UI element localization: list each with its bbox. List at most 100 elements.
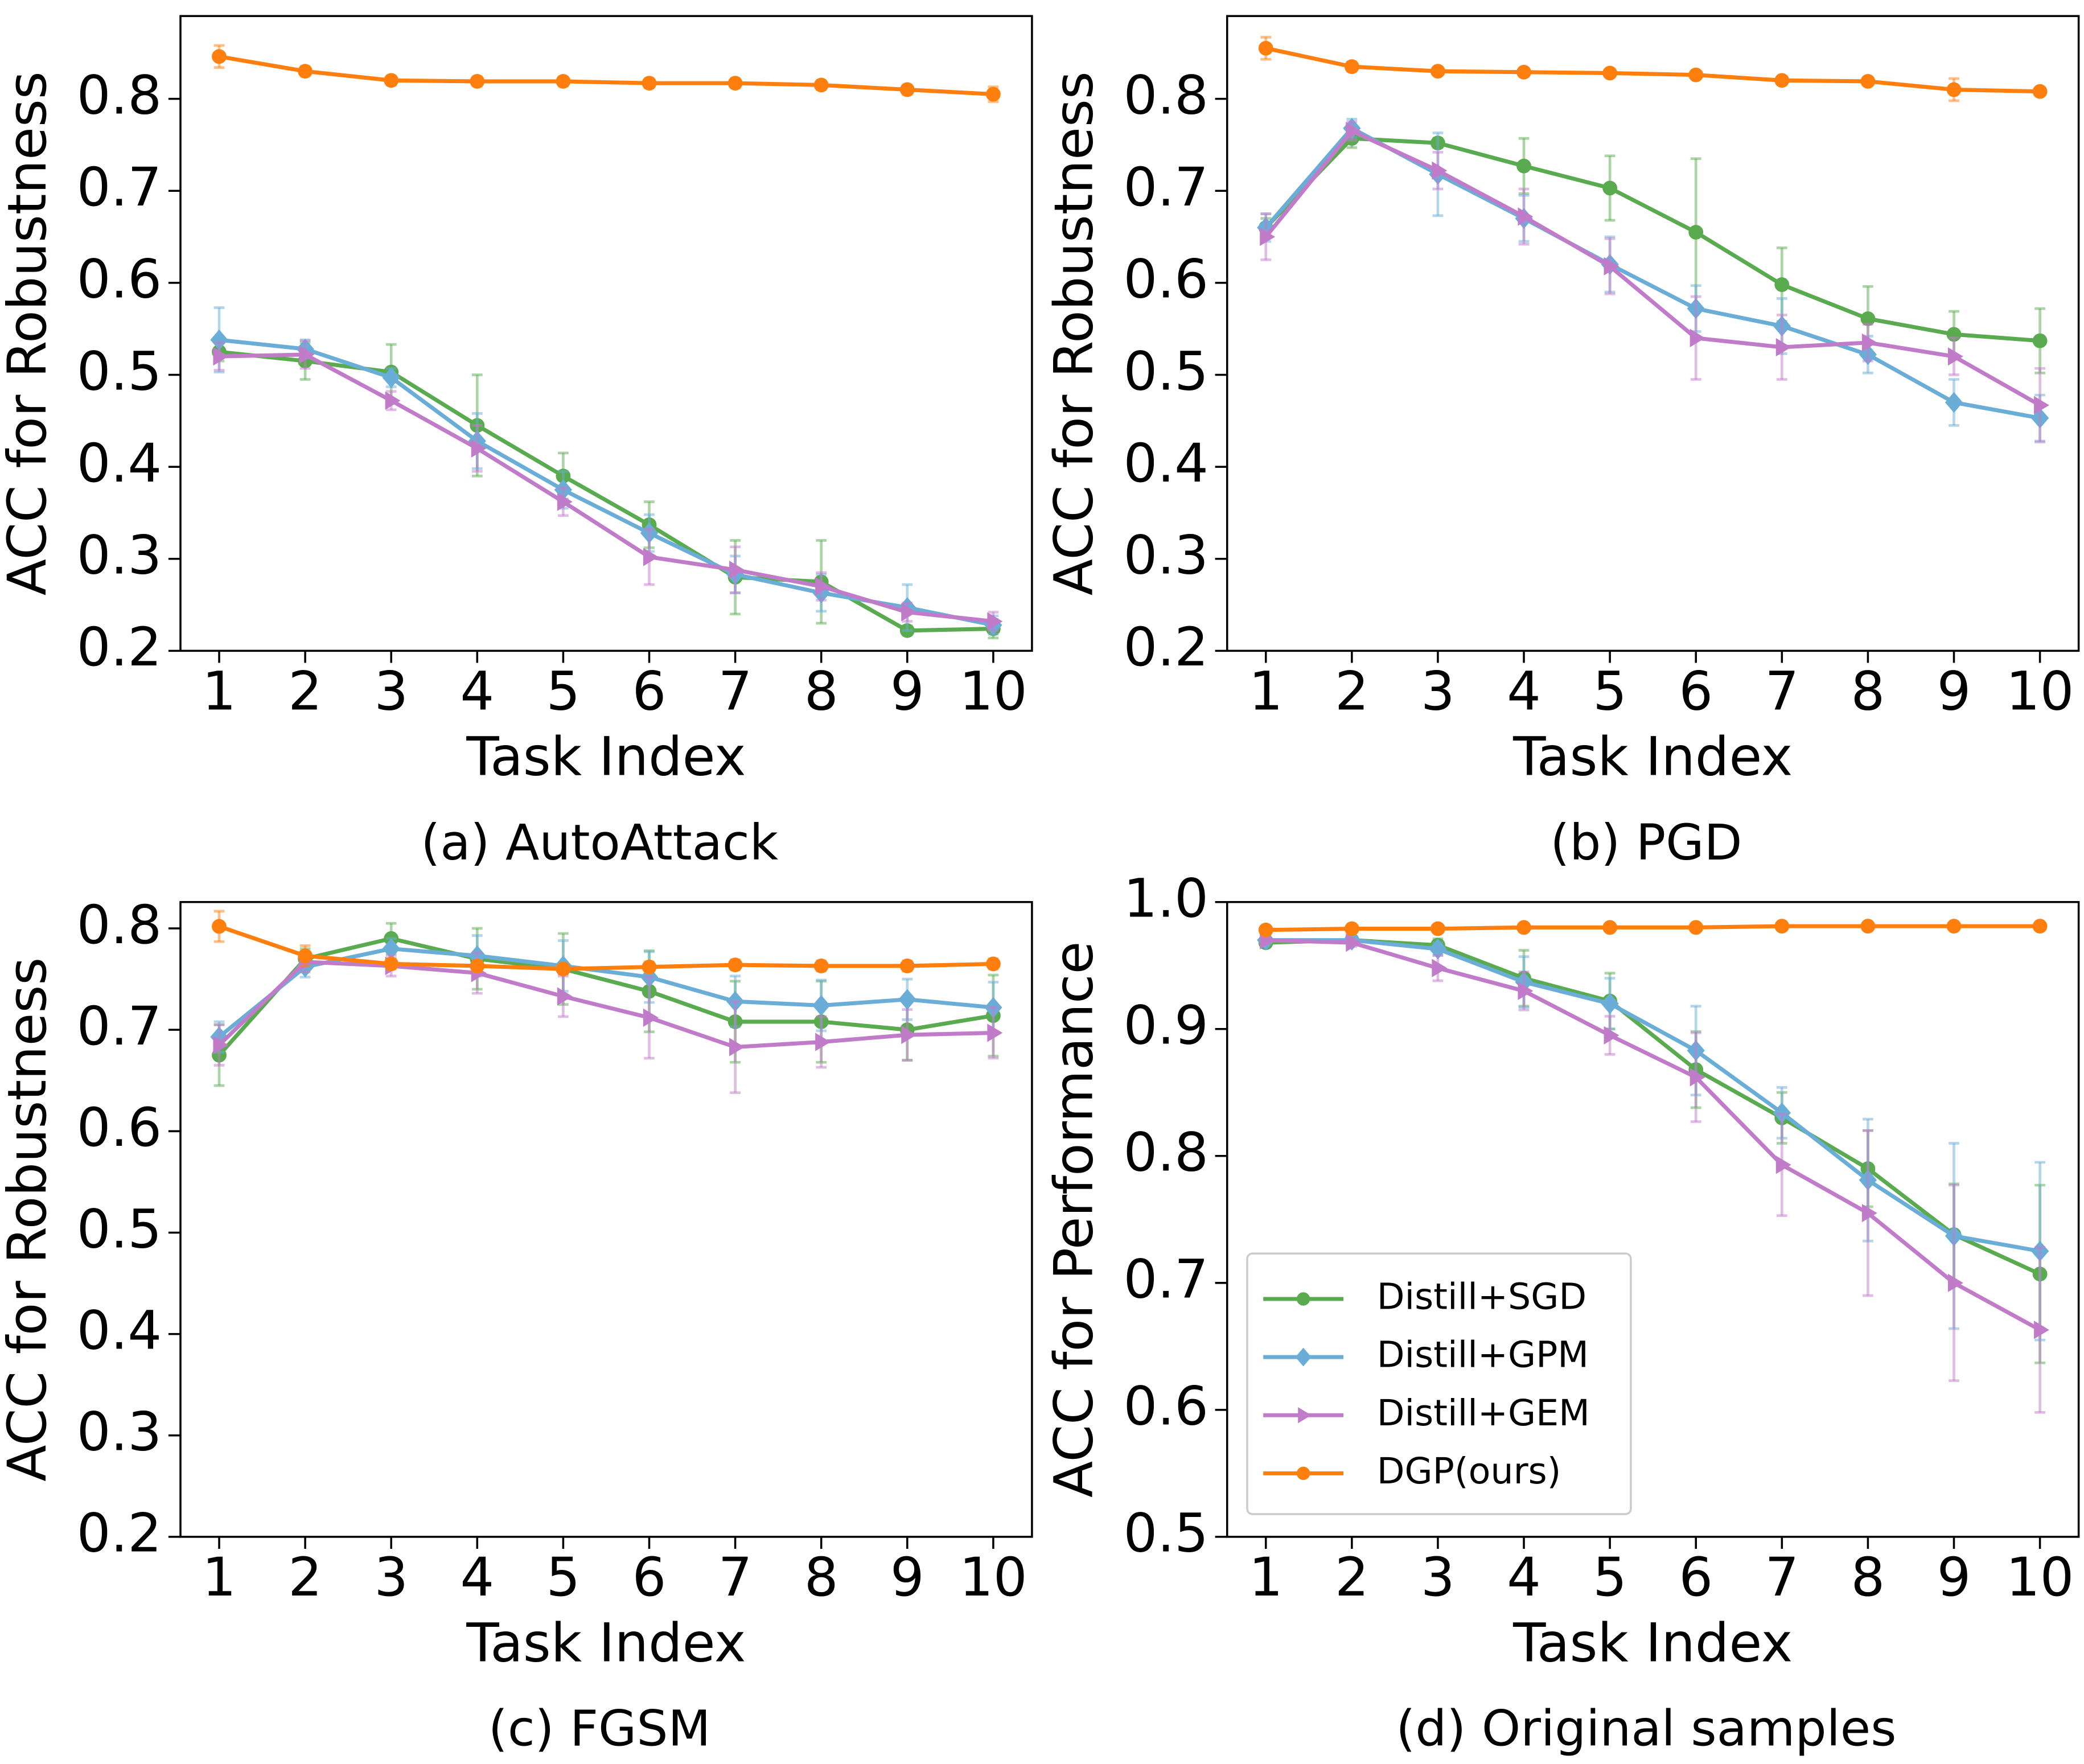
y-tick-label: 0.4 (1124, 433, 1209, 495)
x-tick-label: 10 (959, 661, 1027, 723)
x-axis-label: Task Index (1512, 1612, 1793, 1674)
legend-label: DGP(ours) (1377, 1450, 1561, 1492)
caption: (a) AutoAttack (421, 814, 778, 871)
marker (813, 959, 829, 973)
marker (729, 560, 745, 579)
x-tick-label: 3 (374, 661, 408, 723)
series-line (1265, 924, 2040, 932)
y-tick-label: 0.3 (77, 525, 162, 587)
legend-marker-shape (1298, 1407, 1312, 1424)
x-tick-label: 9 (1937, 1547, 1971, 1609)
marker (1431, 921, 1445, 936)
x-tick-label: 3 (374, 1547, 408, 1609)
legend-label: Distill+GEM (1377, 1392, 1590, 1434)
y-tick-label: 0.2 (1124, 616, 1209, 679)
x-tick-label: 2 (1335, 1547, 1369, 1609)
legend-label: Distill+GPM (1377, 1334, 1589, 1376)
marker (1602, 180, 1618, 196)
y-tick-label: 0.5 (77, 1198, 162, 1260)
marker (556, 961, 571, 977)
plot-frame (179, 15, 1033, 652)
legend-marker-shape (1295, 1347, 1312, 1367)
marker (727, 957, 743, 973)
x-tick-label: 4 (1507, 1547, 1541, 1609)
marker (384, 73, 399, 88)
x-tick-label: 2 (288, 661, 322, 723)
marker (642, 76, 657, 91)
marker (1518, 981, 1534, 1000)
marker (213, 1035, 229, 1055)
plot-frame (1226, 900, 2080, 1538)
y-axis-label: ACC for Robustness (1043, 71, 1105, 595)
marker (213, 347, 229, 366)
legend-marker (1298, 1407, 1312, 1424)
y-tick-label: 0.8 (1124, 1122, 1209, 1184)
marker (985, 87, 1001, 102)
marker (2034, 396, 2049, 414)
marker (901, 603, 917, 622)
legend-marker (1296, 1466, 1310, 1481)
y-tick-label: 0.2 (77, 616, 162, 679)
x-tick-label: 9 (1937, 661, 1971, 723)
y-tick-label: 0.6 (1124, 249, 1209, 311)
x-tick-label: 1 (202, 661, 236, 723)
marker (1860, 74, 1876, 89)
marker (2034, 1321, 2049, 1339)
marker (470, 74, 485, 89)
marker (1602, 920, 1618, 935)
marker (1516, 64, 1531, 80)
marker (1516, 158, 1531, 174)
x-axis-label: Task Index (466, 1612, 746, 1674)
marker (1346, 122, 1362, 141)
marker (643, 548, 659, 566)
caption: (c) FGSM (488, 1700, 711, 1758)
x-tick-label: 2 (1335, 661, 1369, 723)
y-axis-label: ACC for Performance (1043, 941, 1105, 1498)
marker (729, 1038, 745, 1056)
series-line (1264, 128, 2041, 407)
marker (1775, 338, 1791, 357)
marker (1947, 347, 1963, 366)
x-tick-label: 7 (1765, 1547, 1799, 1609)
x-tick-label: 8 (1851, 1547, 1885, 1609)
y-tick-label: 0.7 (1124, 157, 1209, 219)
series-line (1265, 938, 2041, 1276)
x-tick-label: 9 (890, 661, 924, 723)
series-line (219, 349, 993, 633)
marker (298, 64, 313, 79)
y-axis-label: ACC for Robustness (0, 957, 59, 1482)
y-tick-label: 0.8 (77, 65, 162, 127)
y-tick-label: 0.3 (1124, 525, 1209, 587)
x-tick-label: 4 (460, 1547, 494, 1609)
x-tick-label: 5 (1593, 661, 1627, 723)
marker (727, 76, 743, 91)
x-tick-label: 1 (1249, 1547, 1283, 1609)
marker (985, 956, 1001, 972)
y-tick-label: 0.9 (1124, 995, 1209, 1057)
x-tick-label: 7 (1765, 661, 1799, 723)
series-line (217, 960, 993, 1050)
marker (556, 74, 571, 89)
plot-frame (179, 900, 1033, 1538)
y-tick-label: 1.0 (1124, 868, 1209, 930)
series-line (1264, 136, 2040, 343)
x-tick-label: 10 (959, 1547, 1027, 1609)
marker (1431, 64, 1445, 79)
marker (901, 1025, 917, 1045)
marker (557, 987, 573, 1006)
marker (1945, 392, 1963, 413)
x-tick-label: 6 (1679, 661, 1713, 723)
y-tick-label: 0.5 (1124, 1503, 1209, 1565)
y-tick-label: 0.7 (77, 157, 162, 219)
marker (815, 577, 831, 596)
y-axis-label: ACC for Robustness (0, 71, 59, 595)
x-tick-label: 8 (804, 1547, 838, 1609)
series-line (219, 352, 994, 624)
series-line (217, 947, 994, 1039)
y-tick-label: 0.3 (77, 1401, 162, 1463)
x-tick-label: 8 (804, 661, 838, 723)
marker (812, 995, 831, 1016)
x-tick-label: 4 (460, 661, 494, 723)
marker (299, 345, 315, 364)
x-tick-label: 3 (1421, 1547, 1455, 1609)
